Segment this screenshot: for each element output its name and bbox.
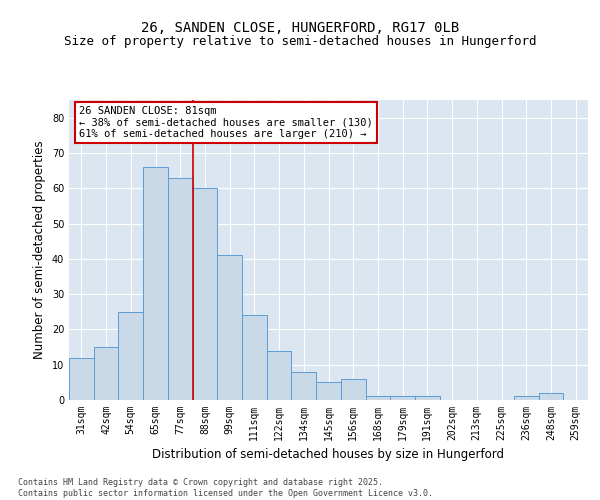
Bar [242,316,267,400]
Bar [539,393,563,400]
Bar [193,188,217,400]
Text: Size of property relative to semi-detached houses in Hungerford: Size of property relative to semi-detach… [64,34,536,48]
Bar [217,256,242,400]
X-axis label: Distribution of semi-detached houses by size in Hungerford: Distribution of semi-detached houses by … [152,448,505,462]
Bar [365,396,390,400]
Bar [94,347,118,400]
Bar [341,379,365,400]
Bar [69,358,94,400]
Bar [415,396,440,400]
Text: Contains HM Land Registry data © Crown copyright and database right 2025.
Contai: Contains HM Land Registry data © Crown c… [18,478,433,498]
Bar [292,372,316,400]
Bar [168,178,193,400]
Bar [118,312,143,400]
Bar [316,382,341,400]
Bar [390,396,415,400]
Bar [143,167,168,400]
Y-axis label: Number of semi-detached properties: Number of semi-detached properties [33,140,46,360]
Bar [514,396,539,400]
Text: 26, SANDEN CLOSE, HUNGERFORD, RG17 0LB: 26, SANDEN CLOSE, HUNGERFORD, RG17 0LB [141,20,459,34]
Bar [267,350,292,400]
Text: 26 SANDEN CLOSE: 81sqm
← 38% of semi-detached houses are smaller (130)
61% of se: 26 SANDEN CLOSE: 81sqm ← 38% of semi-det… [79,106,373,139]
